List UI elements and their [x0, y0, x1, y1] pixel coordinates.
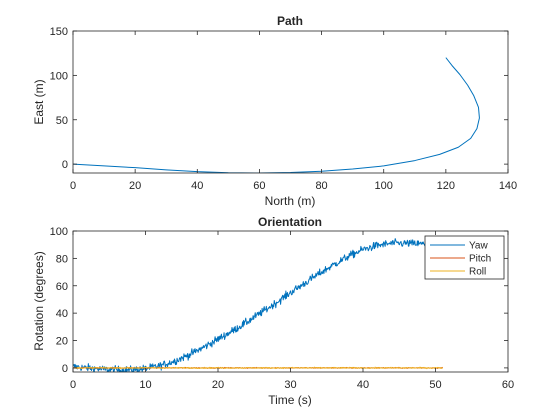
x-tick-label: 60: [502, 379, 514, 391]
pitch-legend-label: Pitch: [469, 254, 491, 265]
x-tick-label: 20: [129, 180, 141, 192]
x-tick-label: 80: [315, 180, 327, 192]
x-tick-label: 140: [499, 180, 517, 192]
path-title: Path: [277, 14, 303, 28]
path-ylabel: East (m): [32, 79, 46, 124]
yaw-legend-label: Yaw: [469, 241, 488, 252]
y-tick-label: 60: [56, 281, 68, 293]
y-tick-label: 150: [50, 26, 68, 38]
y-tick-label: 20: [56, 336, 68, 348]
orientation-ylabel: Rotation (degrees): [32, 251, 46, 350]
x-tick-label: 60: [253, 180, 265, 192]
x-tick-label: 120: [437, 180, 455, 192]
path-plot-area: 0 20 40 60 80 100 120 140 0 50 100 150: [50, 26, 518, 192]
orientation-title: Orientation: [258, 215, 322, 229]
x-tick-label: 100: [375, 180, 393, 192]
orientation-xlabel: Time (s): [268, 393, 312, 407]
path-axes: Path 0 20 40 60 80 100 120 140 0 50 100 150 North (…: [32, 14, 517, 208]
y-tick-label: 80: [56, 253, 68, 265]
x-tick-label: 50: [429, 379, 441, 391]
path-series-line: [73, 57, 480, 173]
y-tick-label: 0: [62, 363, 68, 375]
y-tick-label: 0: [62, 159, 68, 171]
x-tick-label: 40: [191, 180, 203, 192]
y-tick-label: 50: [56, 115, 68, 127]
x-tick-label: 10: [139, 379, 151, 391]
y-tick-label: 100: [50, 226, 68, 238]
orientation-legend: Yaw Pitch Roll: [424, 235, 505, 280]
roll-series-line: [73, 366, 443, 370]
y-tick-label: 100: [50, 70, 68, 82]
x-tick-label: 0: [70, 180, 76, 192]
series-group: [73, 57, 480, 173]
x-tick-label: 40: [357, 379, 369, 391]
x-tick-label: 20: [212, 379, 224, 391]
y-tick-label: 40: [56, 308, 68, 320]
x-tick-label: 0: [70, 379, 76, 391]
x-tick-label: 30: [284, 379, 296, 391]
roll-legend-label: Roll: [469, 267, 486, 278]
axes-frame: [72, 30, 509, 174]
path-xlabel: North (m): [265, 194, 316, 208]
series-group: [73, 238, 444, 372]
orientation-plot-area: 0 10 20 30 40 50 60 0 20 40 60 80 100: [50, 226, 514, 391]
orientation-axes: Orientation 0 10 20 30 40 50 60 0 20 40 60 80 100 Ti…: [32, 215, 514, 407]
